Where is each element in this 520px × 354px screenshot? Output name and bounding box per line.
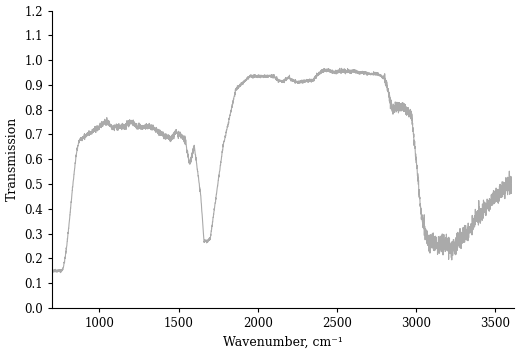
Y-axis label: Transmission: Transmission — [6, 117, 19, 201]
X-axis label: Wavenumber, cm⁻¹: Wavenumber, cm⁻¹ — [223, 336, 343, 348]
